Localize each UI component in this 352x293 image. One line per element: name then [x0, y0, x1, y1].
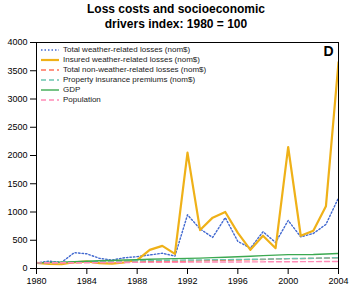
- svg-text:2000: 2000: [278, 276, 298, 286]
- svg-text:0: 0: [22, 263, 27, 273]
- html-text:Population: Population: [63, 95, 101, 104]
- html-text:GDP: GDP: [63, 85, 81, 94]
- svg-text:2500: 2500: [7, 122, 27, 132]
- html-text:Loss costs and socioeconomic d: Loss costs and socioeconomic drivers ind…: [87, 2, 265, 31]
- svg-text:1988: 1988: [127, 276, 147, 286]
- svg-text:1996: 1996: [228, 276, 248, 286]
- svg-text:500: 500: [12, 235, 27, 245]
- svg-text:1992: 1992: [177, 276, 197, 286]
- svg-text:1984: 1984: [77, 276, 97, 286]
- svg-text:1500: 1500: [7, 179, 27, 189]
- svg-text:4000: 4000: [7, 37, 27, 47]
- html-text:Insured weather-related losses: Insured weather-related losses (nom$): [63, 55, 200, 64]
- svg-text:3500: 3500: [7, 66, 27, 76]
- svg-text:2000: 2000: [7, 150, 27, 160]
- svg-text:3000: 3000: [7, 94, 27, 104]
- svg-text:1980: 1980: [26, 276, 46, 286]
- html-text:Total non-weather-related loss: Total non-weather-related losses (nom$): [63, 65, 207, 74]
- svg-text:2004: 2004: [328, 276, 348, 286]
- html-text:Total weather-related losses (: Total weather-related losses (nom$): [63, 45, 191, 54]
- svg-text:1000: 1000: [7, 207, 27, 217]
- html-text:Property insurance premiums (n: Property insurance premiums (nom$): [63, 75, 195, 84]
- svg-text:D: D: [323, 43, 333, 59]
